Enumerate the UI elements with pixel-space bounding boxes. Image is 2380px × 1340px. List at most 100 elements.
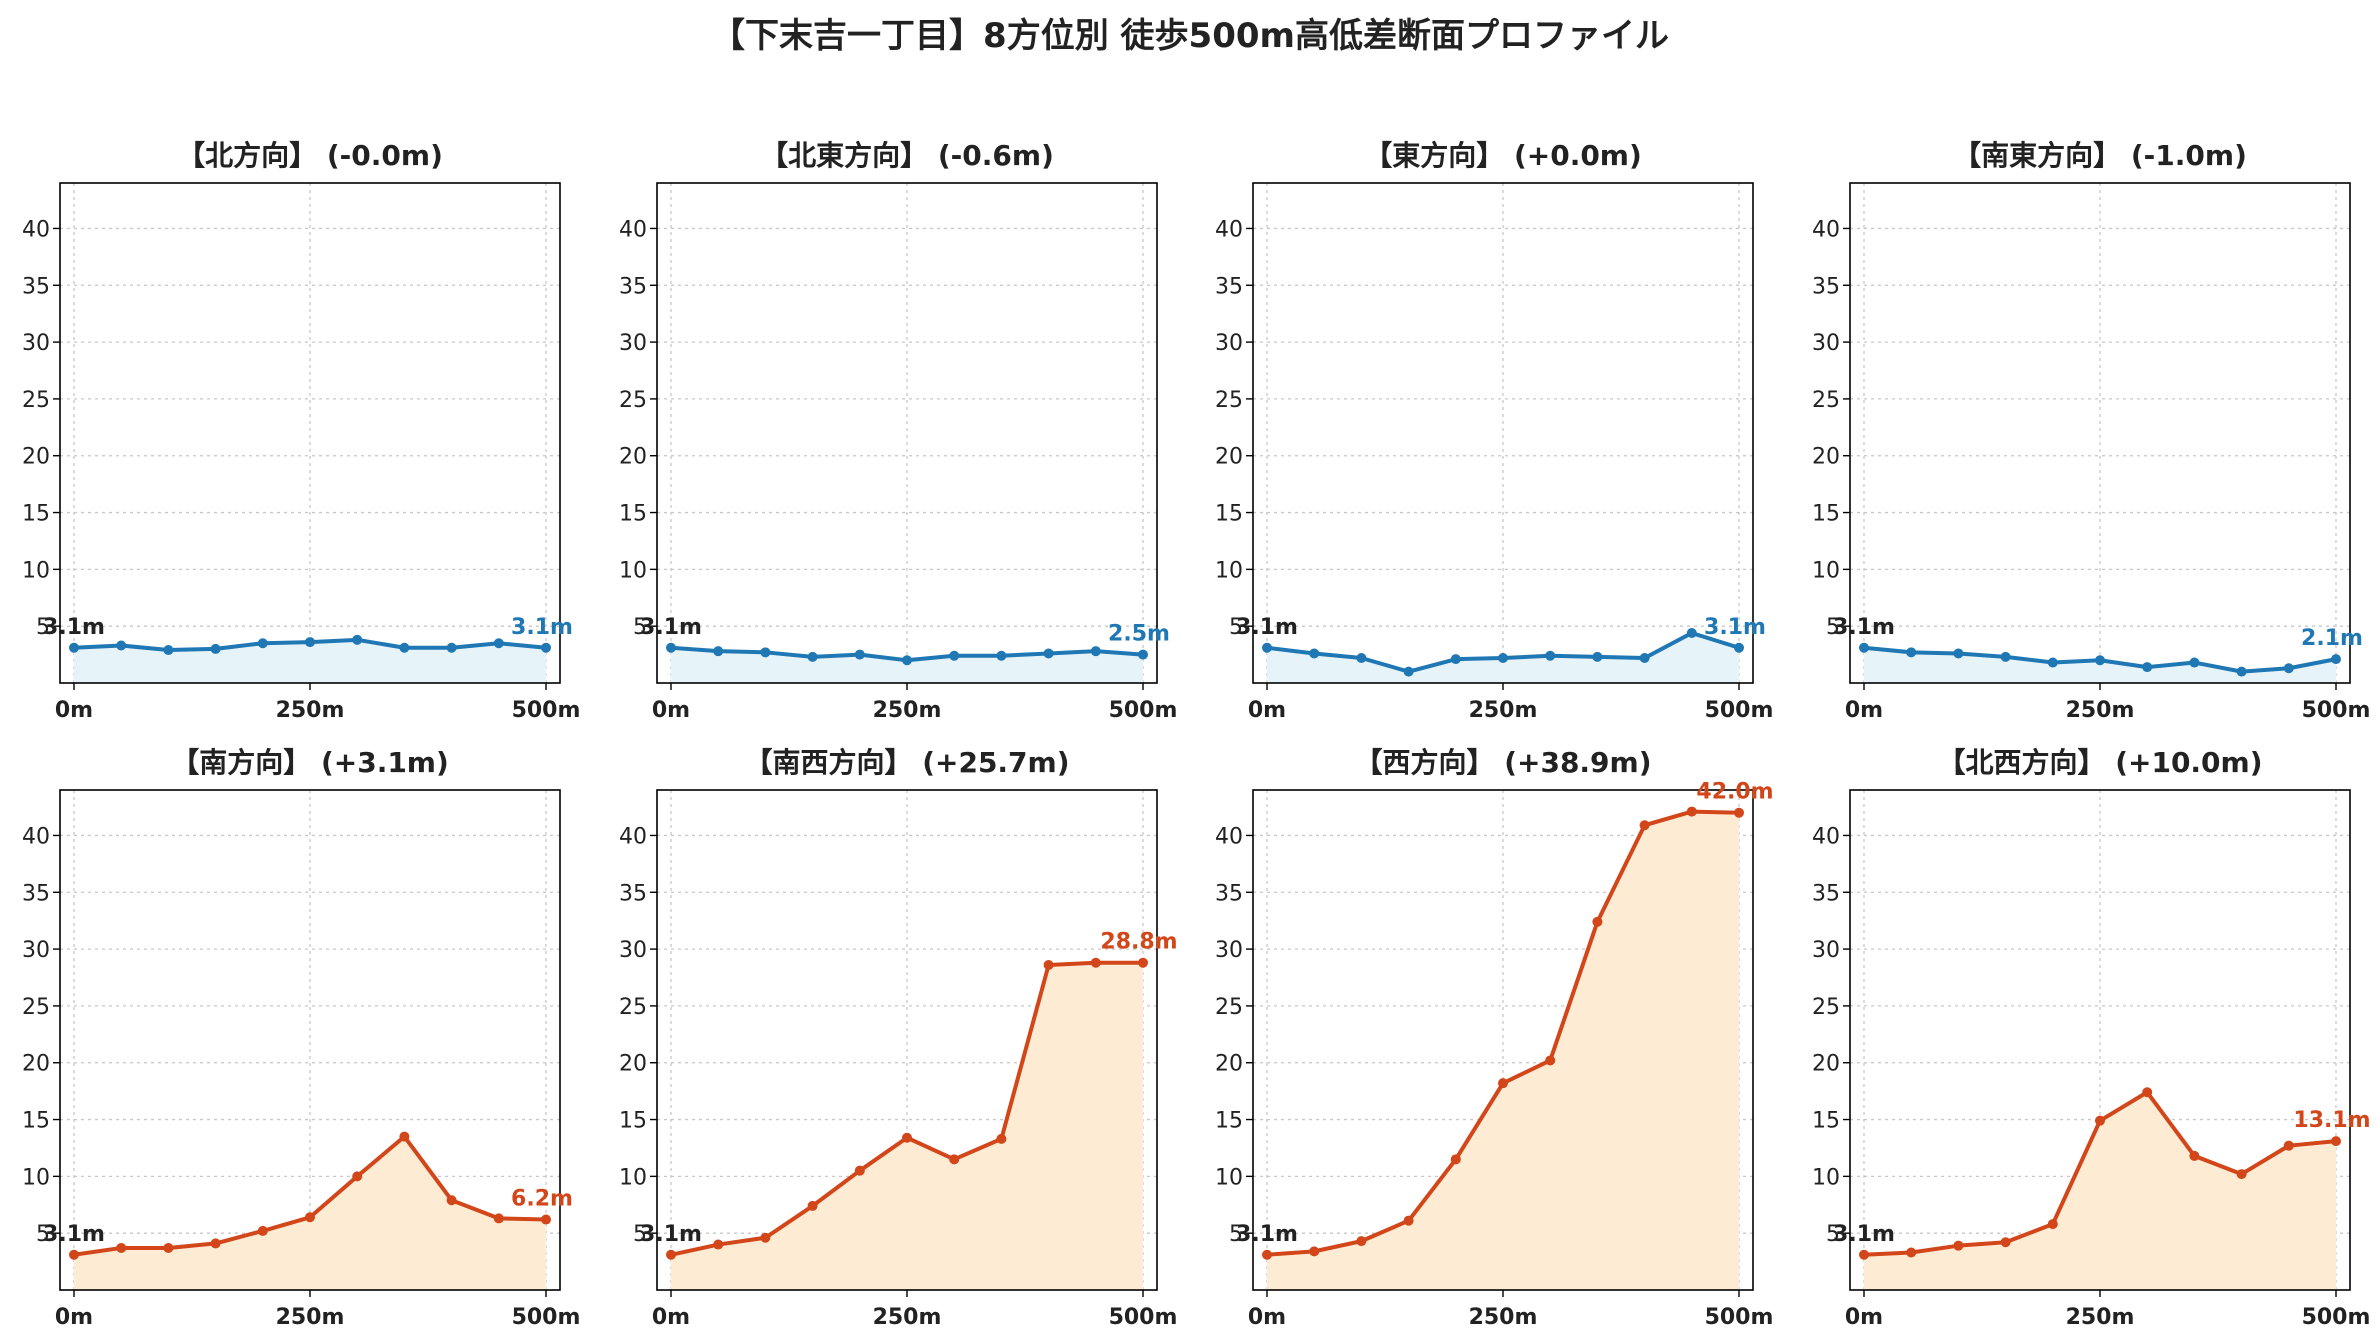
chart-title: 【東方向】 (+0.0m) — [1364, 139, 1642, 172]
end-value-label: 6.2m — [511, 1187, 573, 1212]
x-tick-label: 250m — [1469, 1305, 1538, 1330]
figure-title: 【下末吉一丁目】8方位別 徒歩500m高低差断面プロファイル — [711, 16, 1669, 56]
data-point — [2331, 1136, 2341, 1147]
data-point — [2189, 1150, 2200, 1161]
y-tick-label: 30 — [1812, 938, 1840, 963]
data-point — [1043, 960, 1054, 970]
data-point — [1639, 653, 1650, 663]
x-tick-label: 0m — [652, 1305, 690, 1330]
y-tick-label: 5 — [633, 615, 647, 640]
elevation-chart-7: 【北西方向】 (+10.0m) 5 10 15 20 25 30 35 40 0m 250m 500m… — [1812, 746, 2371, 1330]
data-point — [1043, 648, 1054, 659]
y-tick-label: 5 — [1826, 615, 1840, 640]
data-point — [2236, 1169, 2247, 1180]
elevation-area — [1864, 1092, 2336, 1290]
y-tick-label: 30 — [1215, 938, 1243, 963]
data-point — [305, 1212, 315, 1223]
data-point — [1356, 653, 1367, 663]
data-point — [352, 1171, 363, 1182]
data-point — [807, 651, 818, 662]
data-point — [2142, 1087, 2153, 1098]
y-tick-label: 10 — [619, 1165, 647, 1190]
data-point — [854, 1165, 865, 1176]
data-point — [2095, 1115, 2105, 1126]
data-point — [2000, 651, 2011, 662]
y-tick-label: 35 — [1215, 274, 1243, 299]
data-point — [2331, 654, 2341, 665]
start-value-label: 3.1m — [43, 615, 105, 640]
data-point — [996, 650, 1007, 661]
elevation-chart-6: 【西方向】 (+38.9m) 5 10 15 20 25 30 35 40 0m 250m 500m 3… — [1215, 746, 1774, 1330]
data-point — [1545, 650, 1556, 661]
data-point — [1138, 957, 1148, 968]
end-value-label: 28.8m — [1100, 930, 1177, 955]
y-tick-label: 40 — [619, 217, 647, 242]
y-tick-label: 30 — [619, 331, 647, 356]
start-value-label: 3.1m — [640, 615, 702, 640]
data-point — [949, 650, 960, 661]
y-tick-label: 15 — [1215, 1109, 1243, 1134]
y-tick-label: 25 — [1812, 388, 1840, 413]
y-tick-label: 15 — [1812, 1109, 1840, 1134]
x-tick-label: 250m — [2066, 698, 2135, 723]
data-point — [2000, 1237, 2011, 1248]
data-point — [1686, 806, 1697, 817]
data-point — [2189, 657, 2200, 668]
y-tick-label: 15 — [619, 502, 647, 527]
start-value-label: 3.1m — [640, 1222, 702, 1247]
data-point — [399, 642, 410, 653]
y-tick-label: 10 — [1812, 558, 1840, 583]
data-point — [210, 1238, 221, 1249]
elevation-chart-3: 【南東方向】 (-1.0m) 5 10 15 20 25 30 35 40 0m 250m 500m 3… — [1812, 139, 2370, 723]
y-tick-label: 25 — [22, 995, 50, 1020]
data-point — [666, 1249, 676, 1260]
data-point — [1090, 957, 1101, 968]
y-tick-label: 5 — [36, 615, 50, 640]
chart-title: 【南方向】 (+3.1m) — [171, 746, 449, 779]
data-point — [1498, 653, 1508, 663]
start-value-label: 3.1m — [1236, 1222, 1298, 1247]
y-tick-label: 30 — [22, 938, 50, 963]
x-tick-label: 0m — [652, 698, 690, 723]
y-tick-label: 40 — [619, 824, 647, 849]
data-point — [493, 638, 504, 649]
data-point — [854, 649, 865, 660]
data-point — [1686, 628, 1697, 638]
x-tick-label: 250m — [2066, 1305, 2135, 1330]
y-tick-label: 15 — [1812, 502, 1840, 527]
y-tick-label: 35 — [22, 274, 50, 299]
elevation-chart-2: 【東方向】 (+0.0m) 5 10 15 20 25 30 35 40 0m 250m 500m 3.… — [1215, 139, 1773, 723]
end-value-label: 3.1m — [511, 615, 573, 640]
data-point — [1953, 1240, 1964, 1251]
elevation-chart-1: 【北東方向】 (-0.6m) 5 10 15 20 25 30 35 40 0m 250m 500m 3… — [619, 139, 1177, 723]
y-tick-label: 15 — [1215, 502, 1243, 527]
data-point — [666, 642, 676, 653]
y-tick-label: 20 — [619, 1052, 647, 1077]
data-point — [352, 634, 363, 645]
y-tick-label: 20 — [619, 445, 647, 470]
data-point — [446, 642, 457, 653]
data-point — [807, 1200, 818, 1211]
y-tick-label: 20 — [1812, 1052, 1840, 1077]
y-tick-label: 40 — [1215, 217, 1243, 242]
data-point — [210, 643, 221, 654]
y-tick-label: 15 — [22, 502, 50, 527]
y-tick-label: 5 — [1229, 1222, 1243, 1247]
y-tick-label: 40 — [22, 824, 50, 849]
plot-frame — [1849, 182, 2351, 684]
y-tick-label: 15 — [619, 1109, 647, 1134]
data-point — [1545, 1055, 1556, 1066]
y-tick-label: 25 — [22, 388, 50, 413]
x-tick-label: 500m — [1705, 1305, 1774, 1330]
chart-title: 【南西方向】 (+25.7m) — [744, 746, 1069, 779]
plot-frame — [1252, 182, 1754, 684]
elevation-chart-0: 【北方向】 (-0.0m) 5 10 15 20 25 30 35 40 0m 250m 500m 3.… — [22, 139, 580, 723]
x-tick-label: 0m — [55, 698, 93, 723]
y-tick-label: 10 — [1812, 1165, 1840, 1190]
data-point — [257, 638, 268, 649]
data-point — [2283, 663, 2294, 674]
x-tick-label: 500m — [512, 698, 581, 723]
x-tick-label: 250m — [1469, 698, 1538, 723]
plot-frame — [59, 182, 561, 684]
data-point — [69, 642, 79, 653]
